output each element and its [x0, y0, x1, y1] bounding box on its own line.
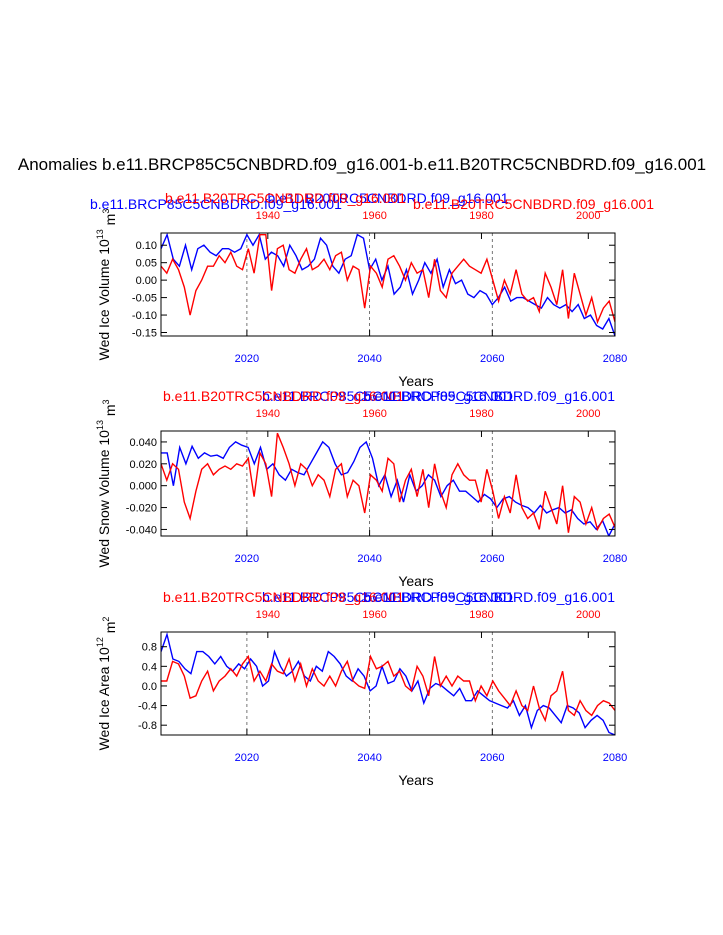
x-tick-label-bottom: 2020 [235, 553, 259, 565]
y-axis-label-part: Wed Ice Area 10 [96, 647, 112, 750]
y-tick-label: 0.040 [129, 437, 157, 449]
top-right-series-label: b.e11.B20TRC5CNBDRD.f09_g16.001 [163, 589, 404, 605]
plot-frame [160, 430, 616, 537]
x-tick-label-bottom: 2060 [480, 553, 504, 565]
top-center-series-label: b.e11.BRCP85C5CNBDRD.f09_g16.001 [262, 589, 514, 605]
x-tick-label-bottom: 2060 [480, 353, 504, 365]
top-center-series-label: b.e11.BRCP85C5CNBDRD.f09_g16.001 [262, 388, 514, 404]
y-tick-label: -0.020 [126, 503, 157, 515]
top-rcp-series-label: b.e11.BRCP85C5CNBDRD.f09_g16.001 [363, 589, 615, 605]
plot-frame [160, 232, 616, 337]
top-rcp-series-label: b.e11.BRCP85C5CNBDRD.f09_g16.001 [363, 388, 615, 404]
y-tick-label: 0.000 [129, 481, 157, 493]
x-tick-label-top: 1940 [256, 609, 280, 621]
series-line-20thc [161, 233, 615, 325]
y-tick-label: 0.8 [142, 642, 157, 654]
x-tick-label-top: 1980 [469, 210, 493, 222]
top-right-series-label: b.e11.B20TRC5CNBDRD.f09_g16.001 [413, 196, 654, 212]
plot-frame [160, 631, 616, 736]
y-tick-label: -0.05 [132, 293, 157, 305]
main-title: Anomalies b.e11.BRCP85C5CNBDRD.f09_g16.0… [0, 155, 723, 179]
x-tick-label-bottom: 2020 [235, 752, 259, 764]
y-tick-label: 0.020 [129, 459, 157, 471]
y-tick-label: 0.4 [142, 661, 157, 673]
y-axis-label-part: m [102, 622, 118, 638]
y-tick-label: 0.0 [142, 681, 157, 693]
y-axis-label: Wed Ice Volume 1013 m3 [95, 209, 118, 361]
chart-panel-3: 0.8 0.4 0.0 -0.4 -0.8 2020 2040 2060 2080 1940 196… [95, 589, 627, 788]
x-tick-label-bottom: 2080 [603, 752, 627, 764]
x-tick-label-top: 1980 [469, 609, 493, 621]
y-tick-label: 0.10 [136, 240, 157, 252]
y-tick-label: 0.05 [136, 258, 157, 270]
top-center-series-label: b.e11.B20TRC5CNBDRD.f09_g16.001 [268, 190, 509, 206]
main-title-text: Anomalies b.e11.BRCP85C5CNBDRD.f09_g16.0… [17, 155, 707, 174]
x-tick-label-bottom: 2040 [357, 553, 381, 565]
y-tick-label: -0.10 [132, 310, 157, 322]
series-line-rcp85 [161, 632, 615, 735]
x-tick-label-top: 1960 [362, 210, 386, 222]
y-tick-label: -0.040 [126, 524, 157, 536]
x-tick-label-bottom: 2040 [357, 752, 381, 764]
y-tick-label: -0.8 [138, 720, 157, 732]
x-axis-label: Years [398, 573, 433, 589]
top-right-series-label: b.e11.B20TRC5CNBDRD.f09_g16.001 [163, 388, 404, 404]
y-tick-label: -0.15 [132, 328, 157, 340]
y-axis-label-part: Wed Snow Volume 10 [96, 430, 112, 568]
x-tick-label-top: 2000 [576, 408, 600, 420]
y-axis-label-part: 13 [95, 420, 105, 430]
y-tick-label: 0.00 [136, 275, 157, 287]
series-line-rcp85 [161, 233, 615, 336]
y-axis-label-part: 3 [101, 399, 111, 404]
x-axis-label: Years [398, 772, 433, 788]
series-line-rcp85 [161, 440, 615, 536]
series-line-20thc [161, 654, 615, 723]
x-tick-label-bottom: 2020 [235, 353, 259, 365]
y-axis-label-part: Wed Ice Volume 10 [96, 239, 112, 360]
x-tick-label-top: 2000 [576, 609, 600, 621]
x-tick-label-bottom: 2080 [603, 353, 627, 365]
x-tick-label-bottom: 2040 [357, 353, 381, 365]
x-tick-label-top: 1980 [469, 408, 493, 420]
x-tick-label-bottom: 2060 [480, 752, 504, 764]
x-tick-label-bottom: 2080 [603, 553, 627, 565]
top-left-series-label: b.e11.BRCP85C5CNBDRD.f09_g16.001 [90, 196, 342, 212]
top-hist-series-label: b.e11.B20TRC5CNBDRD.f09_g16.001 [165, 190, 406, 206]
x-tick-label-top: 1940 [256, 408, 280, 420]
y-axis-label: Wed Ice Area 1012 m2 [95, 617, 118, 751]
y-axis-label-part: 12 [95, 637, 105, 647]
y-axis-label-part: m [102, 214, 118, 230]
y-axis-label-part: 2 [101, 617, 111, 622]
x-axis-label: Years [398, 373, 433, 389]
chart-panel-2: 0.040 0.020 0.000 -0.020 -0.040 2020 2040 2060 2… [95, 388, 627, 589]
series-line-20thc [161, 432, 615, 533]
x-tick-label-top: 1960 [362, 609, 386, 621]
chart-panel-1: 0.10 0.05 0.00 -0.05 -0.10 -0.15 2020 2040 2060 2… [90, 190, 654, 389]
y-axis-label-part: m [102, 404, 118, 420]
x-tick-label-top: 1940 [256, 210, 280, 222]
x-tick-label-top: 1960 [362, 408, 386, 420]
x-tick-label-top: 2000 [576, 210, 600, 222]
y-tick-label: -0.4 [138, 701, 157, 713]
y-axis-label-part: 3 [101, 209, 111, 214]
y-axis-label: Wed Snow Volume 1013 m3 [95, 399, 118, 567]
y-axis-label-part: 13 [95, 229, 105, 239]
